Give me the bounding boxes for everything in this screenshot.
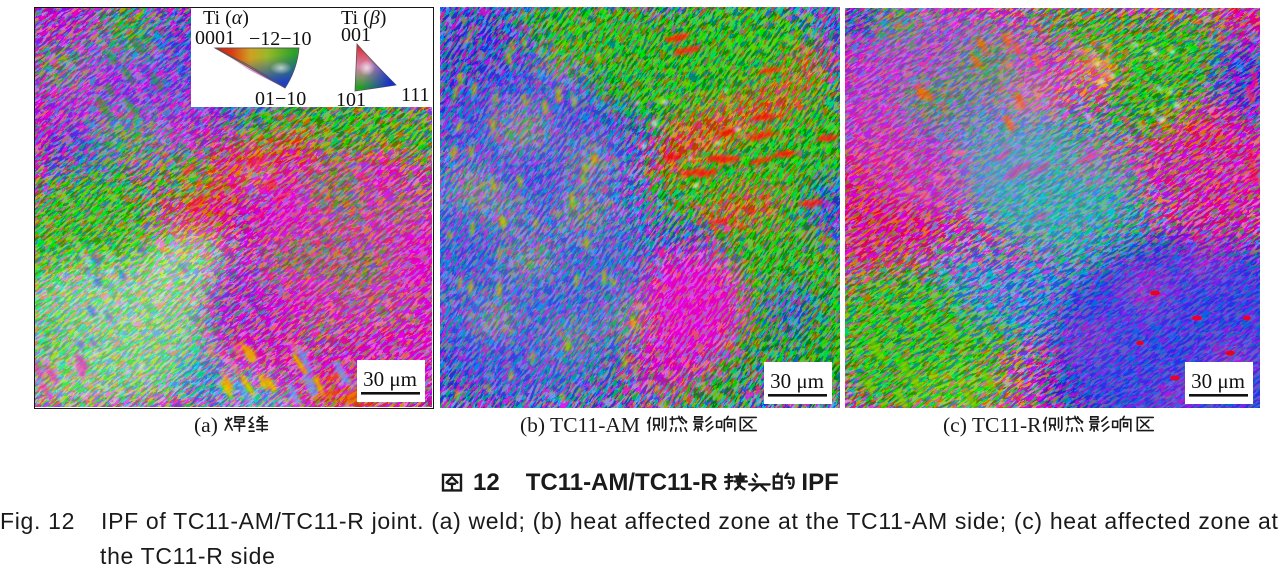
svg-text:30 μm: 30 μm [363, 367, 417, 391]
svg-text:001: 001 [341, 24, 371, 46]
svg-text:0001: 0001 [195, 27, 235, 49]
svg-text:30 μm: 30 μm [770, 369, 824, 393]
svg-text:Ti (α): Ti (α) [203, 8, 249, 29]
svg-text:−12−10: −12−10 [249, 28, 312, 50]
svg-text:30 μm: 30 μm [1191, 369, 1245, 393]
svg-text:111: 111 [401, 84, 430, 106]
svg-text:Ti (β): Ti (β) [341, 8, 386, 29]
svg-text:101: 101 [336, 89, 366, 111]
svg-text:01−10: 01−10 [255, 88, 306, 110]
